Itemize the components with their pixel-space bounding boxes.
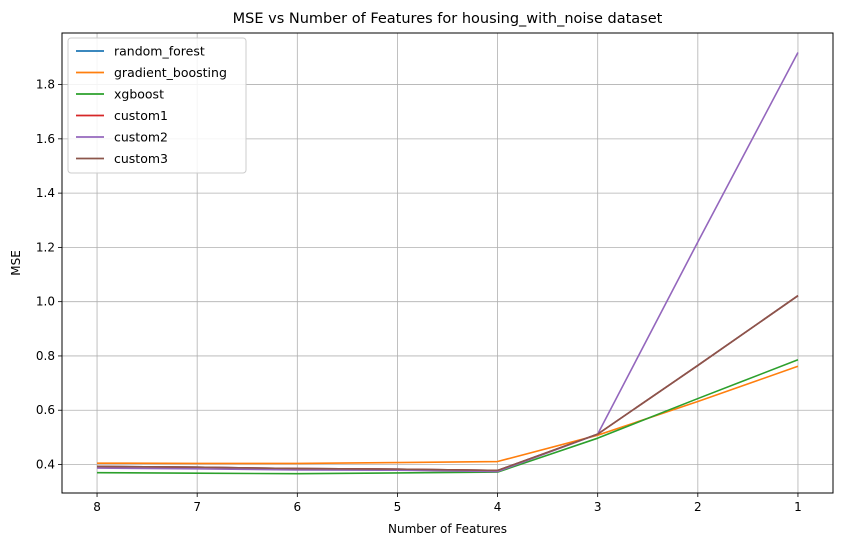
series-line-random-forest [97,295,799,472]
y-tick-label: 1.4 [36,186,55,200]
x-axis-label: Number of Features [388,522,507,536]
x-tick-label: 5 [394,500,402,514]
y-axis-label: MSE [9,250,23,276]
series-line-custom2 [97,52,799,473]
series-lines [97,52,799,475]
x-tick-label: 4 [494,500,502,514]
legend-label: gradient_boosting [114,65,227,80]
y-tick-label: 0.6 [36,403,55,417]
x-tick-label: 6 [293,500,301,514]
legend-label: custom3 [114,151,168,166]
y-tick-label: 1.2 [36,240,55,254]
x-tick-label: 7 [193,500,201,514]
grid [62,33,833,493]
series-line-custom3 [97,295,799,472]
legend-label: xgboost [114,87,164,102]
series-line-xgboost [97,359,799,475]
y-tick-label: 1.8 [36,78,55,92]
legend-label: custom2 [114,130,168,145]
x-tick-label: 2 [694,500,702,514]
y-tick-label: 1.0 [36,295,55,309]
plot-frame [61,32,834,494]
x-tick-label: 1 [794,500,802,514]
x-tick-label: 3 [594,500,602,514]
axis-ticks: 8 7 6 5 4 3 2 1 0.4 0.6 0.8 1.0 1.2 1.4 1.6 1.8 [36,78,802,514]
y-tick-label: 0.4 [36,458,55,472]
legend-label: random_forest [114,44,205,59]
series-line-custom1 [97,295,799,472]
series-line-gradient-boosting [97,365,799,465]
legend-box [67,37,247,174]
legend-label: custom1 [114,108,168,123]
x-tick-label: 8 [93,500,101,514]
y-tick-label: 1.6 [36,132,55,146]
chart-title: MSE vs Number of Features for housing_wi… [233,11,663,27]
y-tick-label: 0.8 [36,349,55,363]
